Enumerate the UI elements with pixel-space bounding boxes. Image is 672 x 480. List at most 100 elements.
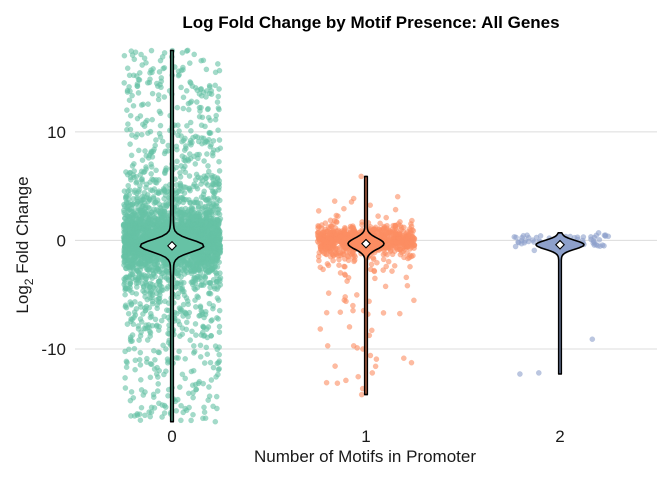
data-point	[211, 195, 218, 201]
data-point	[157, 210, 164, 217]
data-point	[148, 259, 155, 266]
data-point	[209, 152, 216, 159]
data-point	[134, 81, 141, 87]
data-point	[213, 236, 219, 243]
data-point	[333, 236, 339, 242]
data-point	[138, 404, 145, 411]
data-point	[195, 380, 202, 387]
data-point	[350, 307, 356, 314]
data-point	[124, 321, 131, 327]
data-point	[192, 277, 199, 284]
data-point	[332, 245, 339, 252]
data-point	[129, 289, 135, 296]
data-point	[595, 229, 602, 236]
data-point	[342, 272, 349, 278]
data-point	[194, 284, 201, 291]
data-point	[511, 234, 518, 240]
data-point	[137, 376, 144, 383]
data-point	[342, 263, 348, 270]
data-point	[161, 410, 168, 416]
data-point	[201, 158, 207, 164]
data-point	[161, 94, 168, 100]
data-point	[165, 392, 171, 399]
data-point	[183, 319, 190, 326]
data-point	[157, 122, 164, 129]
data-point	[179, 138, 185, 145]
data-point	[130, 394, 137, 401]
data-point	[210, 244, 217, 250]
data-point	[370, 256, 377, 263]
data-point	[161, 402, 168, 409]
data-point	[180, 94, 187, 101]
data-point	[161, 169, 168, 176]
data-point	[156, 69, 163, 75]
data-point	[124, 218, 130, 224]
data-point	[134, 194, 140, 201]
data-point	[213, 112, 220, 119]
data-point	[134, 411, 141, 417]
data-point	[535, 370, 542, 376]
data-point	[196, 113, 203, 120]
data-point	[394, 193, 401, 200]
data-point	[178, 402, 184, 409]
data-point	[203, 88, 210, 94]
data-point	[182, 205, 189, 212]
data-point	[371, 267, 377, 274]
y-tick-label: -10	[41, 340, 66, 359]
data-point	[150, 195, 157, 202]
data-point	[150, 270, 157, 277]
data-point	[196, 313, 202, 319]
data-point	[185, 100, 192, 107]
data-point	[216, 168, 223, 174]
data-point	[383, 214, 390, 221]
data-point	[205, 163, 211, 169]
data-point	[180, 409, 187, 416]
data-point	[318, 225, 325, 232]
data-point	[205, 114, 212, 121]
data-point	[134, 131, 141, 138]
data-point	[194, 199, 201, 206]
x-tick-label: 0	[167, 427, 176, 446]
data-point	[211, 173, 218, 180]
data-point	[137, 417, 144, 424]
data-point	[174, 104, 181, 111]
data-point	[136, 69, 143, 76]
data-point	[213, 393, 220, 400]
data-point	[320, 237, 327, 243]
data-point	[197, 274, 203, 281]
data-point	[155, 177, 162, 183]
data-point	[147, 374, 154, 381]
data-point	[204, 351, 211, 358]
data-point	[188, 417, 194, 424]
data-point	[200, 57, 207, 64]
data-point	[350, 302, 356, 309]
data-point	[407, 263, 413, 270]
data-point	[521, 239, 528, 246]
data-point	[200, 415, 206, 422]
data-point	[322, 245, 329, 252]
data-point	[382, 283, 389, 290]
data-point	[322, 220, 329, 226]
data-point	[143, 359, 150, 366]
data-point	[124, 107, 130, 113]
data-point	[155, 257, 162, 263]
data-point	[216, 351, 223, 358]
data-point	[191, 153, 197, 160]
data-point	[341, 297, 348, 303]
data-point	[137, 362, 144, 368]
data-point	[399, 238, 405, 245]
data-point	[140, 203, 147, 209]
data-point	[127, 278, 134, 285]
data-point	[204, 151, 210, 157]
data-point	[137, 333, 144, 339]
data-point	[342, 231, 349, 237]
data-point	[143, 181, 150, 188]
data-point	[181, 190, 188, 196]
data-point	[396, 310, 403, 317]
data-point	[137, 301, 143, 307]
data-point	[142, 148, 148, 154]
data-point	[143, 273, 149, 280]
data-point	[367, 352, 374, 359]
data-point	[352, 253, 358, 260]
data-point	[207, 290, 214, 297]
